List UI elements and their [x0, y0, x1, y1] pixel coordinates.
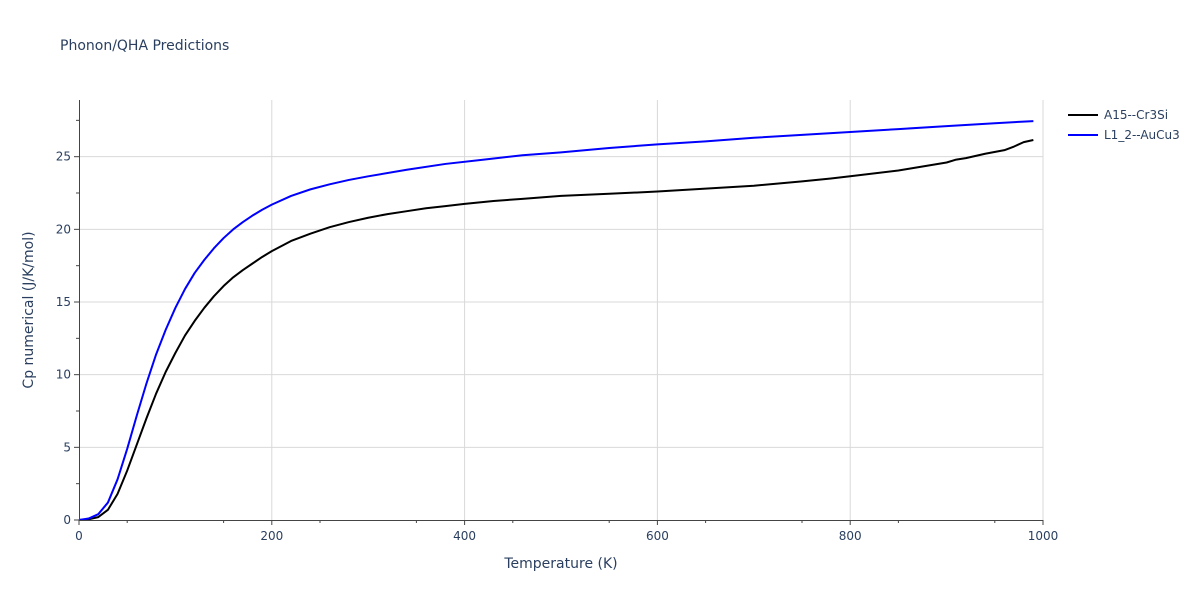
y-tick-label: 25 [56, 150, 71, 164]
x-tick-label: 800 [839, 529, 862, 543]
axis-layer [79, 100, 1043, 521]
legend[interactable]: A15--Cr3Si L1_2--AuCu3 [1068, 108, 1180, 142]
legend-label: A15--Cr3Si [1104, 108, 1168, 122]
y-tick-label: 0 [63, 513, 71, 527]
legend-item-2[interactable]: L1_2--AuCu3 [1068, 128, 1180, 142]
x-tick-label: 200 [260, 529, 283, 543]
x-tick-label: 400 [453, 529, 476, 543]
chart-title: Phonon/QHA Predictions [60, 38, 229, 54]
x-tick-label: 600 [646, 529, 669, 543]
y-tick-label: 15 [56, 295, 71, 309]
legend-label: L1_2--AuCu3 [1104, 128, 1180, 142]
y-tick-label: 10 [56, 368, 71, 382]
series-line-2 [78, 120, 1034, 521]
legend-item-1[interactable]: A15--Cr3Si [1068, 108, 1168, 122]
y-axis-title: Cp numerical (J/K/mol) [21, 231, 37, 388]
x-axis-title: Temperature (K) [503, 556, 617, 572]
series-line-1 [78, 138, 1034, 521]
x-tick-label: 0 [75, 529, 83, 543]
y-tick-label: 5 [63, 440, 71, 454]
x-tick-label: 1000 [1028, 529, 1059, 543]
tick-layer: 0 200 400 600 800 1000 0 5 10 15 20 25 [56, 119, 1059, 543]
grid-layer [79, 100, 1044, 520]
series-layer [78, 120, 1034, 521]
y-tick-label: 20 [56, 222, 71, 236]
